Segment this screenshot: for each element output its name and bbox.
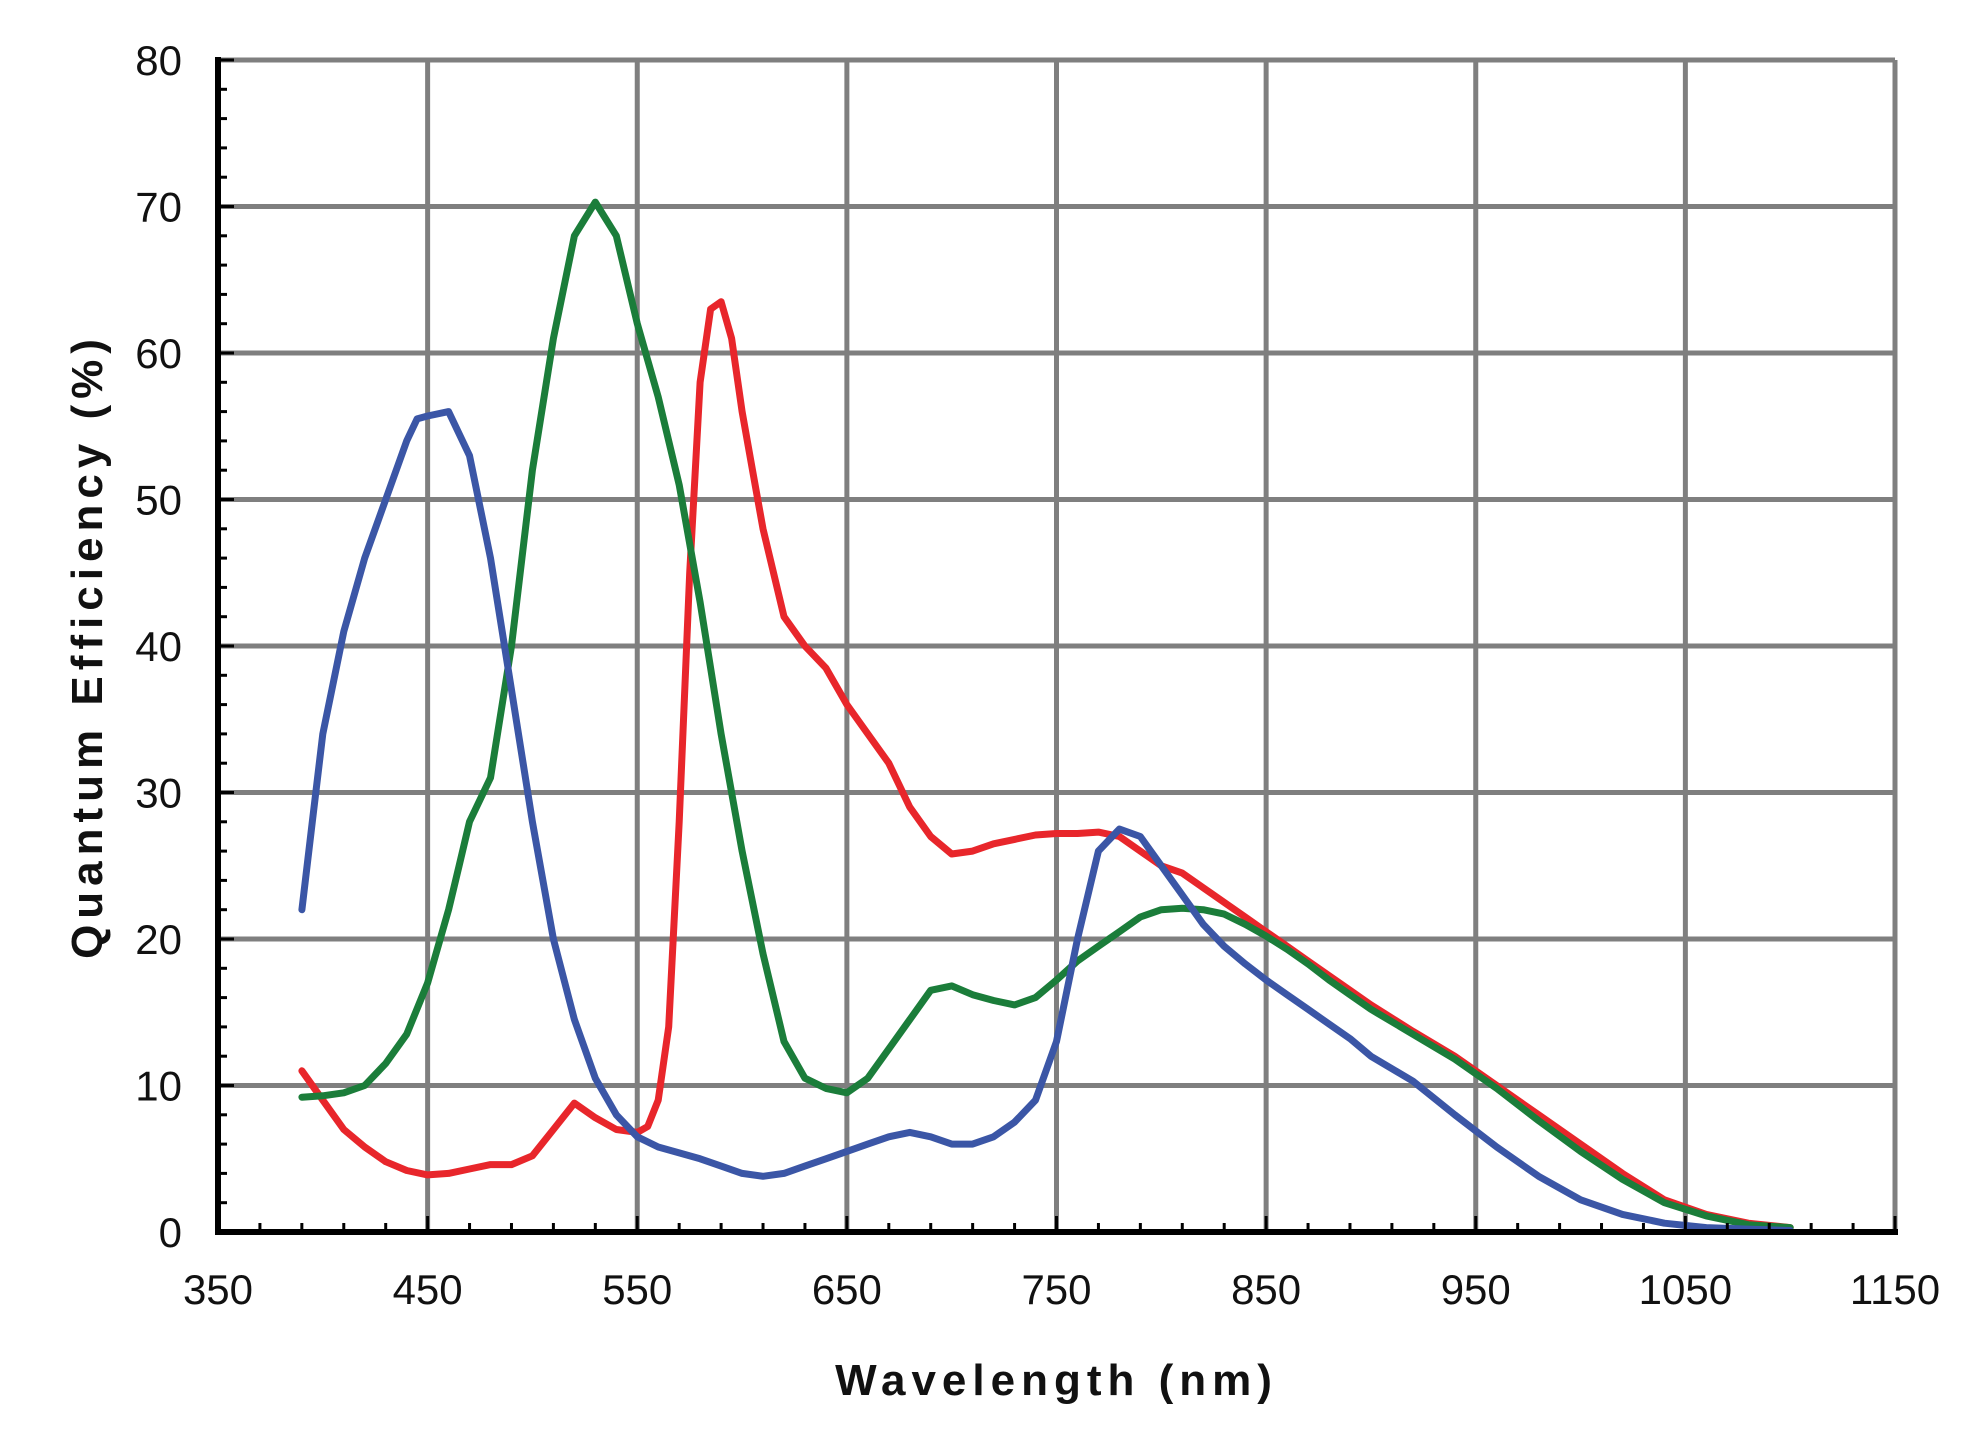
series-line-2 [298, 198, 1794, 1232]
y-axis-title: Quantum Efficiency (%) [63, 333, 112, 959]
x-tick-label: 950 [1441, 1266, 1511, 1313]
gridlines [218, 57, 1898, 1232]
x-axis-title: Wavelength (nm) [835, 1356, 1278, 1405]
tick-labels: 0 10 20 30 40 50 60 70 80 350 450 550 650 750 850 950 10… [135, 37, 1940, 1313]
x-tick-label: 350 [183, 1266, 253, 1313]
y-tick-label: 20 [135, 916, 182, 963]
series-line-1 [298, 298, 1794, 1232]
x-tick-label: 750 [1021, 1266, 1091, 1313]
y-tick-label: 50 [135, 477, 182, 524]
y-tick-label: 70 [135, 184, 182, 231]
series-line-3 [298, 408, 1794, 1234]
x-tick-label: 550 [602, 1266, 672, 1313]
x-tick-label: 1150 [1850, 1266, 1940, 1313]
y-tick-label: 40 [135, 623, 182, 670]
x-tick-label: 850 [1231, 1266, 1301, 1313]
x-tick-label: 450 [393, 1266, 463, 1313]
y-tick-label: 0 [159, 1209, 182, 1256]
y-tick-label: 80 [135, 37, 182, 84]
y-tick-label: 60 [135, 330, 182, 377]
y-tick-label: 30 [135, 770, 182, 817]
axes [215, 57, 1898, 1235]
y-tick-label: 10 [135, 1063, 182, 1110]
x-tick-label: 1050 [1639, 1266, 1732, 1313]
series-lines [298, 198, 1794, 1234]
x-tick-label: 650 [812, 1266, 882, 1313]
